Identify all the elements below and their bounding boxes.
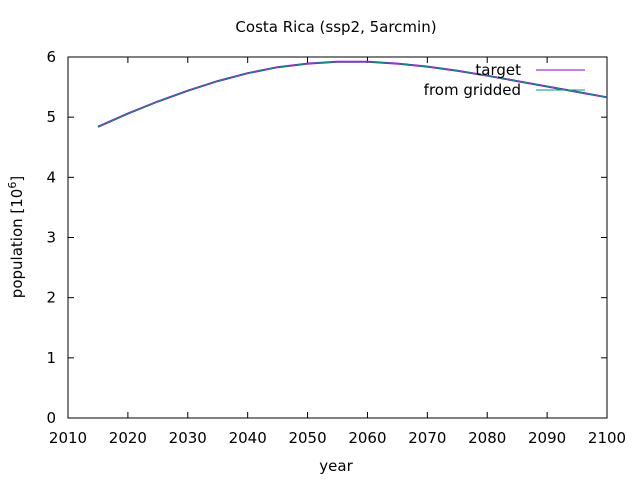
x-tick-label: 2090 — [528, 429, 566, 447]
y-tick-label: 4 — [46, 168, 56, 186]
series-line-target — [97, 60, 608, 128]
legend-label: target — [475, 61, 521, 79]
y-axis-label-main: population [10 — [8, 189, 26, 299]
y-tick-label: 1 — [46, 349, 56, 367]
legend: target from gridded — [424, 61, 585, 99]
y-axis-label-suffix: ] — [8, 176, 26, 182]
y-axis-label-exponent: 6 — [6, 182, 19, 189]
y-axis-label: population [106] — [6, 176, 26, 298]
chart-title: Costa Rica (ssp2, 5arcmin) — [235, 18, 436, 36]
y-tick-label: 5 — [46, 108, 56, 126]
x-tick-label: 2060 — [348, 429, 386, 447]
x-tick-label: 2050 — [288, 429, 326, 447]
y-tick-label: 6 — [46, 48, 56, 66]
series-lines — [97, 60, 608, 128]
x-tick-label: 2070 — [408, 429, 446, 447]
y-axis-ticks: 0 1 2 3 4 5 6 — [46, 48, 607, 427]
x-axis-ticks: 2010 2020 2030 2040 2050 2060 2070 2080 2090 2100 — [49, 57, 626, 447]
x-tick-label: 2100 — [588, 429, 626, 447]
x-tick-label: 2040 — [229, 429, 267, 447]
y-tick-label: 3 — [46, 229, 56, 247]
plot-frame — [67, 56, 608, 419]
x-axis-label: year — [319, 457, 353, 475]
y-tick-label: 2 — [46, 289, 56, 307]
x-tick-label: 2080 — [468, 429, 506, 447]
x-tick-label: 2010 — [49, 429, 87, 447]
x-tick-label: 2020 — [109, 429, 147, 447]
y-tick-label: 0 — [46, 409, 56, 427]
x-tick-label: 2030 — [169, 429, 207, 447]
series-line-from-gridded — [97, 61, 608, 128]
legend-label: from gridded — [424, 81, 521, 99]
